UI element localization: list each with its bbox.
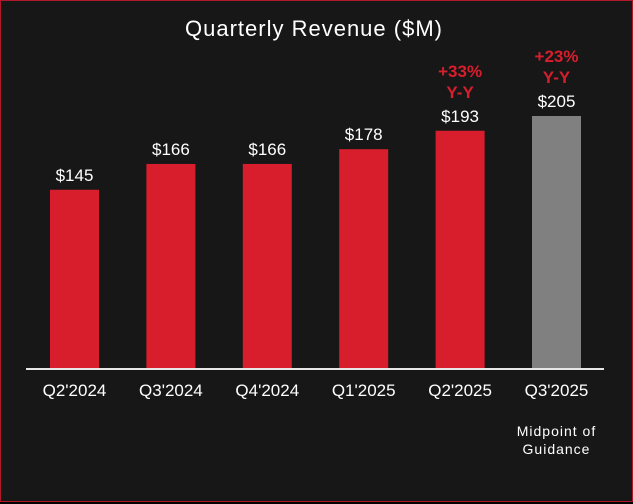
category-label-q3-2025: Q3'2025 [525,381,589,400]
category-label-q2-2025: Q2'2025 [428,381,492,400]
bar-q1-2025 [339,149,389,368]
chart-title: Quarterly Revenue ($M) [185,16,443,41]
growth-annotation-q2-2025-1: Y-Y [446,83,474,102]
bar-q3-2025 [532,116,581,368]
value-label-q3-2024: $166 [152,140,190,159]
category-label-q2-2024: Q2'2024 [43,381,107,400]
category-label-q4-2024: Q4'2024 [235,381,299,400]
value-label-q4-2024: $166 [248,140,286,159]
value-label-q2-2025: $193 [441,107,479,126]
value-label-q2-2024: $145 [56,166,94,185]
guidance-note-1: Guidance [523,441,591,457]
growth-annotation-q2-2025-0: +33% [438,62,482,81]
growth-annotation-q3-2025-0: +23% [535,47,579,66]
growth-annotation-q3-2025-1: Y-Y [543,68,571,87]
category-label-q1-2025: Q1'2025 [332,381,396,400]
category-label-q3-2024: Q3'2024 [139,381,203,400]
bar-q4-2024 [242,163,292,368]
value-label-q1-2025: $178 [345,125,383,144]
bar-q2-2025 [435,130,485,368]
guidance-note-0: Midpoint of [517,423,596,439]
bar-q2-2024 [50,189,99,368]
bar-q3-2024 [146,163,196,368]
value-label-q3-2025: $205 [538,92,576,111]
bars-group: $145 Q2'2024 $166 Q3'2024 $166 Q4'2024 $178 Q1'… [43,47,596,457]
